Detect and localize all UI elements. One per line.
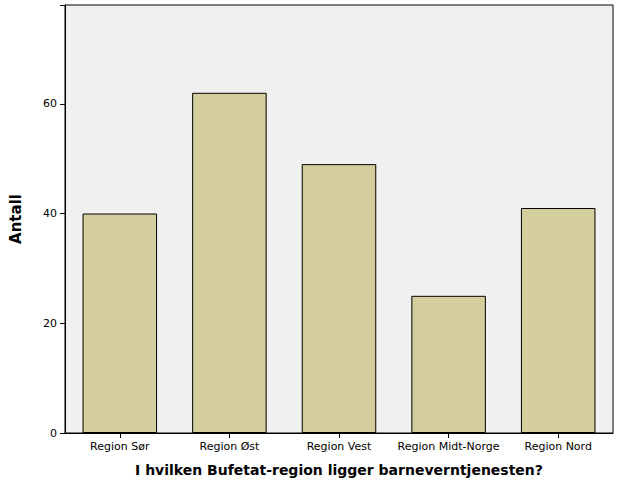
svg-text:Region Sør: Region Sør — [90, 440, 150, 453]
svg-text:Region Øst: Region Øst — [199, 440, 260, 453]
svg-text:40: 40 — [43, 207, 57, 220]
svg-text:Region Midt-Norge: Region Midt-Norge — [398, 440, 500, 453]
svg-text:20: 20 — [43, 317, 57, 330]
svg-text:60: 60 — [43, 97, 57, 110]
svg-text:I hvilken Bufetat-region ligge: I hvilken Bufetat-region ligger barnever… — [135, 462, 543, 478]
svg-text:Antall: Antall — [7, 194, 25, 244]
svg-text:Region Nord: Region Nord — [524, 440, 591, 453]
svg-text:Region Vest: Region Vest — [307, 440, 372, 453]
svg-text:0: 0 — [50, 427, 57, 440]
